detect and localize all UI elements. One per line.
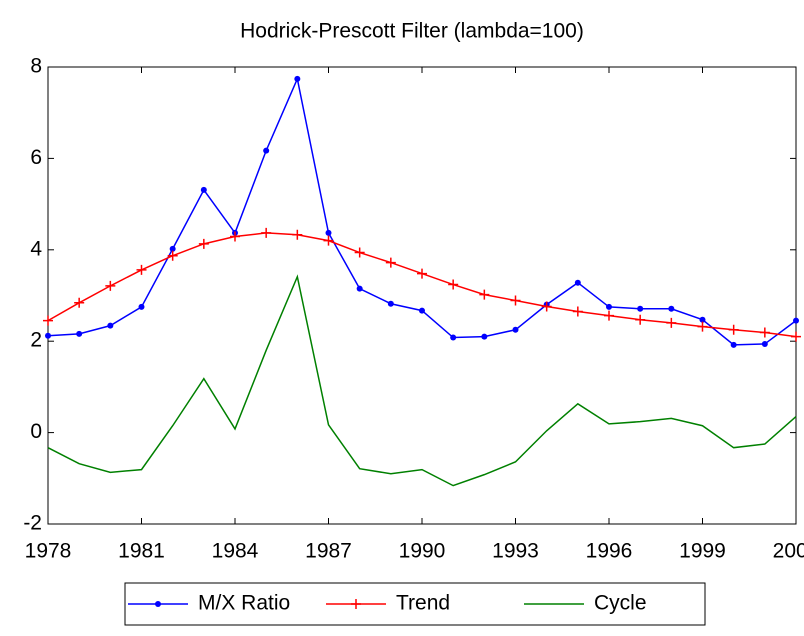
point	[450, 334, 457, 341]
point	[198, 238, 209, 249]
x-tick-label: 1984	[212, 540, 259, 563]
x-tick-label: 1987	[305, 540, 352, 563]
point	[479, 289, 490, 300]
point	[261, 227, 272, 238]
point	[230, 231, 240, 242]
point	[354, 247, 365, 258]
x-tick-label: 1996	[586, 540, 633, 563]
y-tick-label: -2	[23, 512, 42, 535]
y-tick-label: 0	[30, 420, 42, 443]
point	[668, 305, 675, 312]
point	[107, 322, 114, 329]
point	[481, 333, 488, 340]
point	[637, 305, 644, 312]
point	[138, 303, 145, 310]
point	[323, 235, 334, 246]
point	[697, 321, 708, 332]
point	[699, 316, 706, 323]
point	[200, 186, 207, 193]
point	[419, 307, 425, 314]
y-tick-label: 2	[30, 329, 42, 352]
point	[730, 341, 737, 348]
point	[351, 599, 361, 609]
point	[572, 306, 583, 317]
point	[759, 327, 770, 338]
x-tick-label: 1990	[399, 540, 446, 563]
point	[325, 229, 332, 236]
point	[448, 279, 459, 290]
point	[74, 297, 85, 308]
x-tick-label: 1978	[25, 540, 72, 563]
point	[356, 285, 363, 292]
x-tick-label: 2002	[773, 540, 804, 563]
point	[541, 301, 552, 312]
point	[791, 331, 801, 342]
point	[45, 332, 51, 339]
point	[385, 257, 396, 268]
legend-label: Trend	[396, 592, 450, 615]
point	[167, 250, 178, 261]
point	[76, 330, 83, 337]
plot-frame	[47, 66, 797, 525]
point	[761, 340, 768, 347]
point	[635, 314, 646, 325]
x-tick-label: 1993	[492, 540, 539, 563]
point	[136, 264, 147, 275]
point	[155, 601, 161, 607]
point	[387, 300, 394, 307]
point	[510, 295, 521, 306]
series-line	[47, 76, 797, 346]
series-line	[47, 232, 797, 338]
series-line	[47, 274, 797, 487]
point	[606, 303, 612, 310]
x-tick-label: 1999	[679, 540, 726, 563]
y-tick-label: 8	[30, 55, 42, 78]
point	[292, 229, 303, 240]
point	[574, 279, 581, 286]
legend-label: M/X Ratio	[198, 592, 290, 615]
point	[604, 310, 614, 321]
point	[512, 326, 519, 333]
point	[169, 245, 176, 252]
point	[793, 317, 799, 324]
y-tick-label: 6	[30, 146, 42, 169]
legend-label: Cycle	[594, 592, 647, 615]
legend-box	[124, 582, 706, 626]
point	[263, 147, 270, 154]
y-tick-label: 4	[30, 237, 42, 260]
chart-title: Hodrick-Prescott Filter (lambda=100)	[240, 20, 584, 43]
point	[43, 315, 53, 326]
x-tick-label: 1981	[118, 540, 165, 563]
point	[417, 268, 427, 279]
point	[294, 75, 301, 82]
point	[105, 280, 116, 291]
point	[728, 324, 739, 335]
point	[666, 317, 677, 328]
